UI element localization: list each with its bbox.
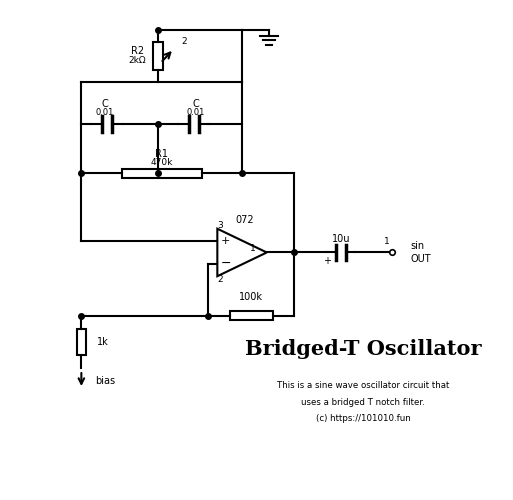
Text: +: + xyxy=(323,256,331,266)
Text: 1: 1 xyxy=(384,237,390,246)
Text: uses a bridged T notch filter.: uses a bridged T notch filter. xyxy=(301,398,425,407)
Text: C: C xyxy=(101,99,108,109)
Text: bias: bias xyxy=(95,376,115,386)
Text: 0.01: 0.01 xyxy=(187,108,205,118)
Text: 2: 2 xyxy=(217,275,223,284)
Bar xyxy=(77,328,86,354)
Text: R1: R1 xyxy=(155,148,168,158)
Bar xyxy=(122,169,202,178)
Text: Bridged-T Oscillator: Bridged-T Oscillator xyxy=(245,339,481,359)
Text: OUT: OUT xyxy=(411,254,431,264)
Text: sin: sin xyxy=(411,240,425,250)
Text: +: + xyxy=(221,236,230,246)
Text: −: − xyxy=(221,258,231,270)
Text: 072: 072 xyxy=(235,216,254,226)
Text: 2: 2 xyxy=(181,36,187,46)
Text: 10u: 10u xyxy=(332,234,350,244)
Text: 100k: 100k xyxy=(239,292,263,302)
Text: C: C xyxy=(193,99,200,109)
Bar xyxy=(230,312,272,320)
Text: 1k: 1k xyxy=(97,336,109,346)
Text: 470k: 470k xyxy=(150,158,173,167)
Text: (c) https://101010.fun: (c) https://101010.fun xyxy=(316,414,410,423)
Bar xyxy=(153,42,163,70)
Text: 3: 3 xyxy=(217,221,223,230)
Text: 1: 1 xyxy=(250,244,256,253)
Text: 0.01: 0.01 xyxy=(95,108,114,118)
Text: This is a sine wave oscillator circuit that: This is a sine wave oscillator circuit t… xyxy=(277,382,449,390)
Text: 2kΩ: 2kΩ xyxy=(128,56,146,66)
Text: R2: R2 xyxy=(131,46,144,56)
